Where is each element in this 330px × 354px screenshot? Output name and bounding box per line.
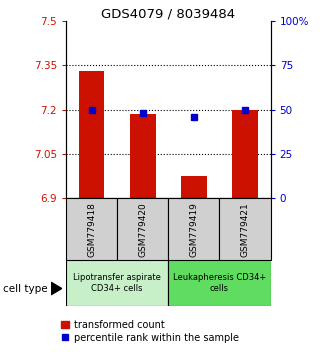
Text: GSM779420: GSM779420 [138,202,147,257]
Text: GSM779421: GSM779421 [241,202,249,257]
Legend: transformed count, percentile rank within the sample: transformed count, percentile rank withi… [61,320,239,343]
Title: GDS4079 / 8039484: GDS4079 / 8039484 [101,7,235,20]
FancyBboxPatch shape [117,198,168,260]
FancyBboxPatch shape [168,260,271,306]
FancyBboxPatch shape [219,198,271,260]
FancyBboxPatch shape [168,198,219,260]
FancyBboxPatch shape [66,260,168,306]
Bar [232,110,258,198]
Text: Leukapheresis CD34+
cells: Leukapheresis CD34+ cells [173,274,266,293]
FancyBboxPatch shape [66,198,117,260]
Bar [130,114,155,198]
Text: GSM779418: GSM779418 [87,202,96,257]
Text: cell type: cell type [3,284,48,293]
Text: Lipotransfer aspirate
CD34+ cells: Lipotransfer aspirate CD34+ cells [73,274,161,293]
Bar [79,72,104,198]
Bar [181,176,207,198]
Text: GSM779419: GSM779419 [189,202,198,257]
Polygon shape [51,282,62,295]
